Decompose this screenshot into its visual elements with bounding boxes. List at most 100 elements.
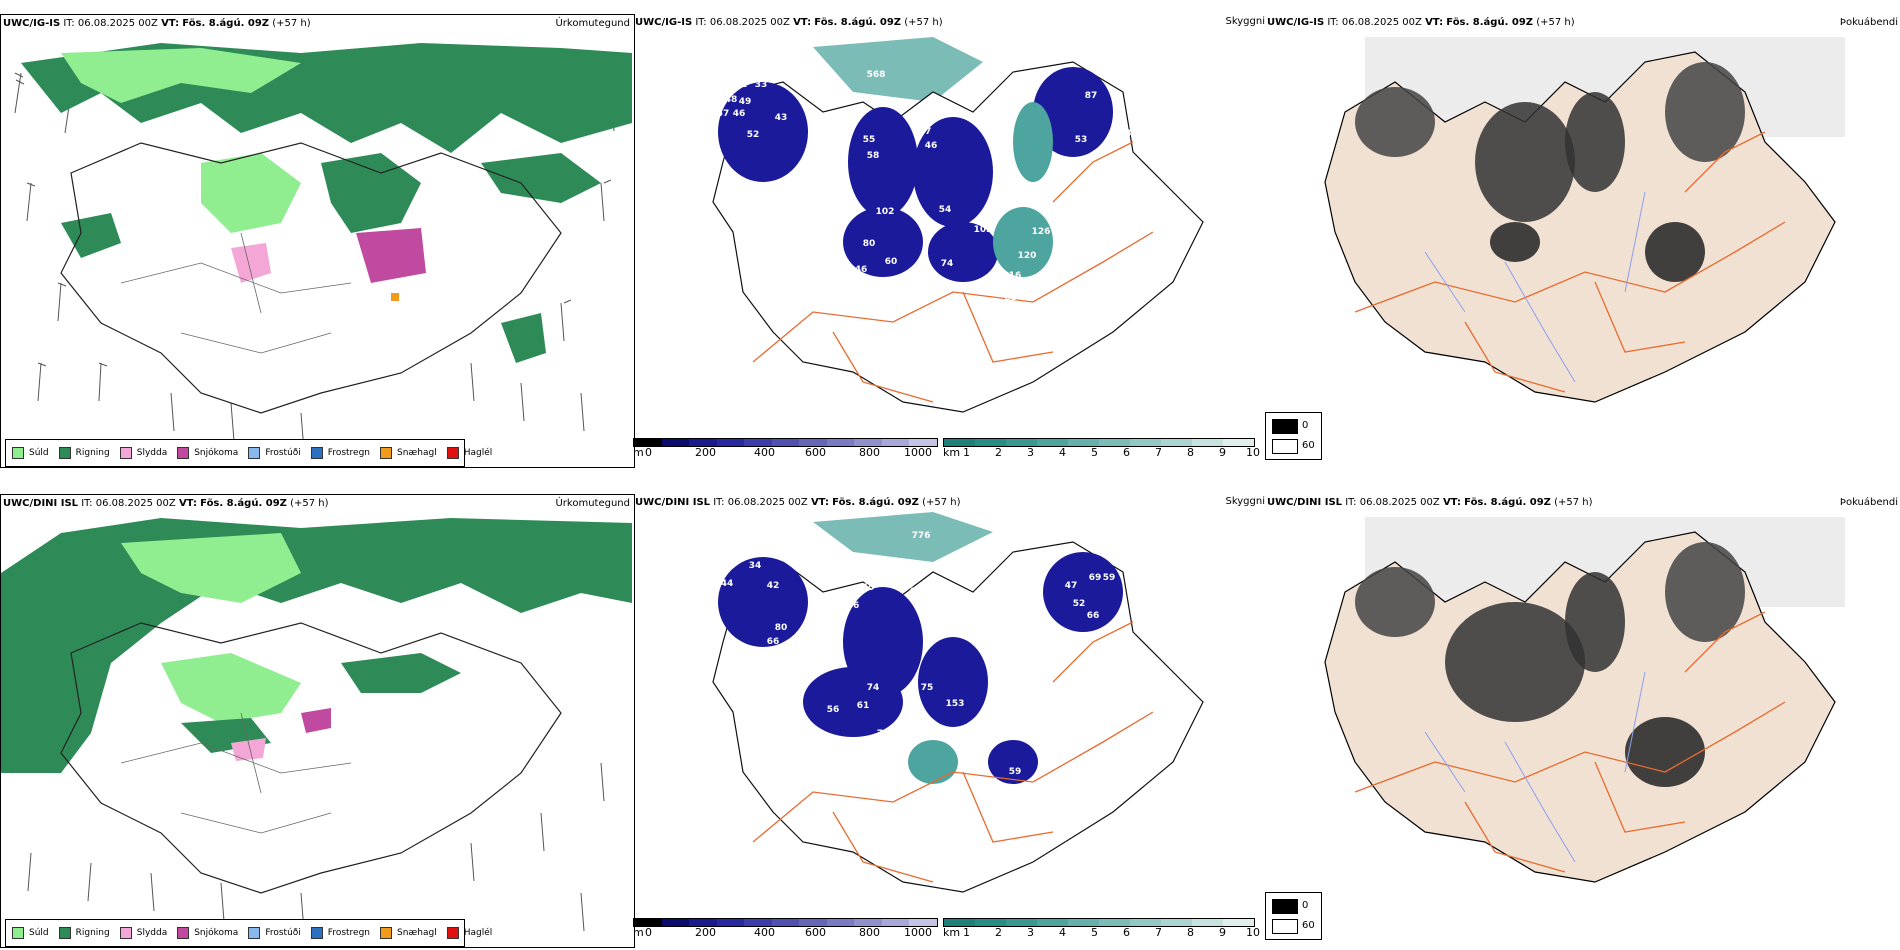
vis-m-tick: 600 [805, 446, 826, 459]
vis-value-label: 70 [739, 543, 752, 553]
legend-swatch [177, 927, 190, 939]
legend-item: Snæhagl [380, 447, 437, 459]
vis-km-tick: 4 [1059, 446, 1066, 459]
coastline [60, 142, 562, 414]
vis-value-label: 59 [1009, 767, 1022, 777]
vis-m-tick: 1000 [904, 926, 932, 939]
legend-item: Frostúði [248, 927, 301, 939]
vis-km-bar [943, 438, 1255, 447]
model-name: UWC/IG-IS [1267, 17, 1325, 28]
vis-value-label: 16 [1009, 271, 1022, 281]
roads [752, 621, 1154, 883]
vis-value-label: 77 [877, 729, 890, 739]
lead-time: (+57 h) [904, 17, 943, 28]
it-label: IT: [1327, 17, 1339, 28]
vis-value-label: 47 [725, 561, 738, 571]
vis-m-tick: 0 [645, 926, 652, 939]
vis-km-tick: 1 [963, 446, 970, 459]
precip-legend: Súld Rigning Slydda Snjókoma Frostúði Fr… [5, 919, 492, 947]
it-value: 06.08.2025 00Z [1341, 17, 1422, 28]
it-label: IT: [713, 497, 725, 508]
vis-km-tick: 5 [1091, 446, 1098, 459]
vis-value-label: 66 [767, 637, 780, 647]
vis-value-label: 46 [733, 109, 746, 119]
vis-km-tick: 4 [1059, 926, 1066, 939]
legend-swatch [310, 927, 323, 939]
roads [1354, 611, 1786, 873]
panel-title: Þokuábendi [1839, 17, 1898, 28]
vis-value-label: 53 [1075, 135, 1088, 145]
vis-km-tick: 7 [1155, 446, 1162, 459]
vt-value: Fös. 8.ágú. 09Z [1446, 17, 1534, 28]
vis-m-tick: 800 [859, 926, 880, 939]
fog-dark-areas [1355, 542, 1745, 787]
vis-m-unit: m [633, 446, 644, 459]
legend-swatch [119, 447, 132, 459]
wind-barbs [14, 72, 615, 452]
vis-value-label: 126 [1032, 227, 1051, 237]
legend-swatch [177, 447, 190, 459]
vt-value: Fös. 8.ágú. 09Z [200, 498, 287, 509]
panel-title: Skyggni [1225, 16, 1265, 27]
legend-item: Rigning [58, 447, 110, 459]
it-value: 06.08.2025 00Z [709, 17, 790, 28]
lead-time: (+57 h) [922, 497, 961, 508]
panel-title: Úrkomutegund [555, 18, 630, 29]
legend-item: Rigning [58, 927, 110, 939]
vis-value-label: 44 [721, 579, 734, 589]
panel-header: UWC/DINI ISL IT: 06.08.2025 00Z VT: Fös.… [3, 498, 329, 510]
vt-label: VT: [1442, 497, 1461, 508]
vis-value-label: 80 [775, 623, 788, 633]
vis-value-label: 87 [1085, 91, 1098, 101]
vis-value-label: 102 [974, 225, 993, 235]
vis-km-colorbar: km 1 2 3 4 5 6 7 8 9 10 [943, 438, 1265, 464]
it-value: 06.08.2025 00Z [77, 18, 158, 29]
vis-km-colorbar: km 1 2 3 4 5 6 7 8 9 10 [943, 918, 1265, 944]
vt-label: VT: [1425, 17, 1444, 28]
rivers [1424, 191, 1646, 383]
fog-legend-swatch [1272, 919, 1298, 934]
row-bottom: UWC/DINI ISL IT: 06.08.2025 00Z VT: Fös.… [0, 480, 1900, 950]
precip-type-panel: UWC/DINI ISL IT: 06.08.2025 00Z VT: Fös.… [0, 494, 635, 948]
vis-value-label: 55 [862, 583, 875, 593]
legend-item: Slydda [119, 447, 167, 459]
legend-item: Slydda [119, 927, 167, 939]
visibility-panel: UWC/IG-IS IT: 06.08.2025 00Z VT: Fös. 8.… [633, 14, 1265, 466]
vis-teal-area [813, 512, 993, 562]
lead-time: (+57 h) [1536, 17, 1575, 28]
it-label: IT: [63, 18, 75, 29]
row-top: UWC/IG-IS IT: 06.08.2025 00Z VT: Fös. 8.… [0, 0, 1900, 470]
visibility-panel: UWC/DINI ISL IT: 06.08.2025 00Z VT: Fös.… [633, 494, 1265, 946]
fog-map [1324, 37, 1845, 403]
vis-km-tick: 9 [1219, 446, 1226, 459]
roads [120, 712, 352, 834]
vt-value: Fös. 8.ágú. 09Z [182, 18, 270, 29]
fog-legend-label: 60 [1302, 440, 1315, 451]
legend-item: Súld [12, 447, 49, 459]
legend-item: Haglél [446, 927, 492, 939]
model-name: UWC/IG-IS [3, 18, 61, 29]
legend-swatch [380, 447, 393, 459]
legend-item: Frostregn [310, 447, 370, 459]
fog-legend: 0 60 [1265, 892, 1322, 940]
it-value: 06.08.2025 00Z [95, 498, 176, 509]
legend-item: Súld [12, 927, 49, 939]
lead-time: (+57 h) [272, 18, 311, 29]
vis-value-label: 65 [885, 741, 898, 751]
panel-header: UWC/IG-IS IT: 06.08.2025 00Z VT: Fös. 8.… [1267, 17, 1575, 29]
vis-value-label: 49 [739, 97, 752, 107]
vt-label: VT: [178, 498, 197, 509]
vis-km-tick: 7 [1155, 926, 1162, 939]
vis-value-label: 58 [867, 151, 880, 161]
vis-value-label: 54 [939, 205, 952, 215]
vis-m-tick: 800 [859, 446, 880, 459]
panel-header: UWC/IG-IS IT: 06.08.2025 00Z VT: Fös. 8.… [3, 18, 311, 30]
rain-areas [1, 518, 632, 773]
vis-m-tick: 400 [754, 926, 775, 939]
fog-legend-swatch [1272, 439, 1298, 454]
vis-value-label: 62 [872, 755, 885, 765]
legend-swatch [12, 927, 24, 939]
legend-swatch [12, 447, 24, 459]
